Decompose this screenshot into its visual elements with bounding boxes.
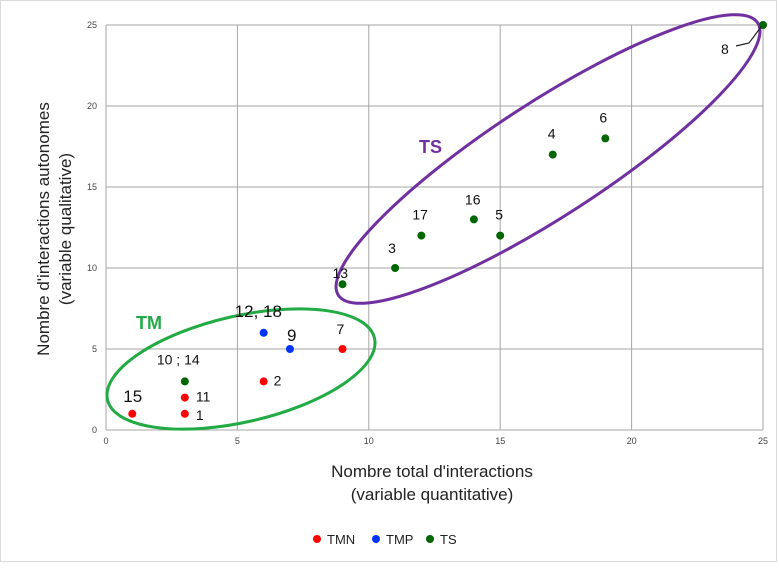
x-tick-label: 25 xyxy=(758,436,768,446)
point-label: 5 xyxy=(495,207,503,223)
y-axis-subtitle: (variable qualitative) xyxy=(56,153,75,305)
x-tick-label: 20 xyxy=(627,436,637,446)
point-label: 8 xyxy=(721,41,729,57)
x-tick-label: 10 xyxy=(364,436,374,446)
y-tick-label: 25 xyxy=(87,20,97,30)
point-label: 7 xyxy=(337,321,345,337)
point-label: 4 xyxy=(548,126,556,142)
data-point-ts xyxy=(391,264,400,272)
point-label: 10 ; 14 xyxy=(157,351,200,367)
legend: TMN TMP TS xyxy=(313,532,457,547)
tm-group-ellipse xyxy=(105,307,377,431)
data-point-ts xyxy=(338,280,347,289)
legend-label-ts: TS xyxy=(440,532,457,547)
data-points xyxy=(128,21,767,418)
point-8-leader-line xyxy=(735,26,762,47)
point-label: 17 xyxy=(412,207,428,223)
legend-marker-ts xyxy=(426,535,434,543)
ts-group-ellipse xyxy=(334,13,762,305)
data-point-tmn xyxy=(128,409,137,418)
x-axis-subtitle: (variable quantitative) xyxy=(351,485,514,504)
x-axis-title: Nombre total d'interactions xyxy=(331,462,533,481)
data-point-tmn xyxy=(180,393,189,402)
y-tick-label: 15 xyxy=(87,182,97,192)
y-tick-label: 10 xyxy=(87,263,97,273)
legend-marker-tmn xyxy=(313,535,321,543)
point-label: 12, 18 xyxy=(235,302,282,321)
data-point-tmn xyxy=(338,345,347,353)
y-axis-title: Nombre d'interactions autonomes xyxy=(34,102,53,356)
legend-label-tmn: TMN xyxy=(327,532,355,547)
group-ellipses xyxy=(105,13,762,431)
data-point-tmn xyxy=(180,409,189,418)
tm-group-label: TM xyxy=(136,313,162,333)
point-label: 1 xyxy=(196,407,204,423)
point-label: 16 xyxy=(465,191,481,207)
y-tick-label: 0 xyxy=(92,425,97,435)
x-tick-label: 0 xyxy=(103,436,108,446)
point-label: 2 xyxy=(274,372,282,388)
x-tick-label: 15 xyxy=(495,436,505,446)
point-label: 6 xyxy=(599,109,607,125)
x-tick-label: 5 xyxy=(235,436,240,446)
legend-label-tmp: TMP xyxy=(386,532,413,547)
data-point-ts xyxy=(469,215,478,224)
point-label: 11 xyxy=(196,389,211,405)
data-point-tmp xyxy=(285,345,294,353)
data-point-tmn xyxy=(259,377,268,386)
legend-marker-tmp xyxy=(372,535,380,543)
point-label: 3 xyxy=(388,240,396,256)
y-tick-label: 20 xyxy=(87,101,97,111)
ts-group-label: TS xyxy=(419,137,442,157)
point-label: 13 xyxy=(333,265,349,281)
grid xyxy=(105,24,764,431)
data-point-ts xyxy=(180,377,189,386)
y-tick-label: 5 xyxy=(92,344,97,354)
point-label: 15 xyxy=(123,387,142,406)
data-point-ts xyxy=(601,134,610,143)
data-point-ts xyxy=(496,231,505,240)
data-point-ts xyxy=(417,231,426,240)
point-label: 9 xyxy=(287,326,296,345)
data-point-tmp xyxy=(259,328,268,337)
data-point-ts xyxy=(548,150,557,159)
